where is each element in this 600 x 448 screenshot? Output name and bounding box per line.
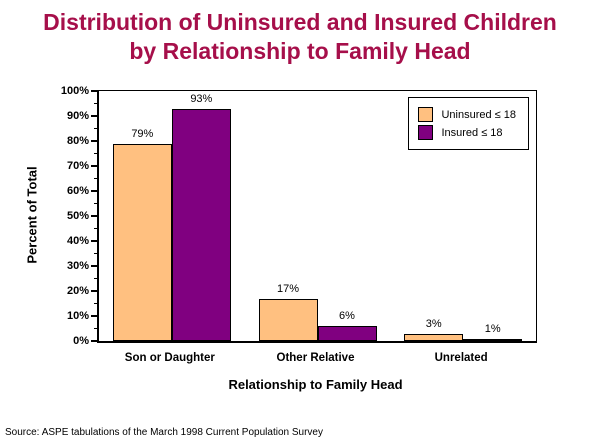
x-axis-category-labels: Son or Daughter Other Relative Unrelated xyxy=(97,352,534,368)
bar-value-label: 93% xyxy=(190,92,213,105)
legend-swatch-insured xyxy=(418,125,434,140)
y-minor-tick xyxy=(94,303,99,304)
bar-uninsured xyxy=(404,333,464,341)
y-major-tick xyxy=(91,165,99,167)
page-title: Distribution of Uninsured and Insured Ch… xyxy=(43,9,557,65)
y-major-tick xyxy=(91,90,99,92)
x-category-label: Son or Daughter xyxy=(124,352,215,364)
plot-area: 0% 10% 20% 30% 40% 50% 60% 70% 80% 90% 100% 79% 93%… xyxy=(61,85,537,347)
y-minor-tick xyxy=(94,253,99,254)
bar-uninsured xyxy=(258,298,318,341)
x-axis-title: Relationship to Family Head xyxy=(228,377,403,392)
y-major-tick xyxy=(91,115,99,117)
bar-insured xyxy=(463,338,523,341)
bar-value-label: 6% xyxy=(339,310,355,322)
y-tick-label: 20% xyxy=(66,284,89,297)
legend: Uninsured ≤ 18 Insured ≤ 18 xyxy=(408,97,529,150)
y-minor-tick xyxy=(94,228,99,229)
legend-label: Insured ≤ 18 xyxy=(441,126,503,139)
bar-uninsured xyxy=(112,143,172,341)
bar-insured xyxy=(171,108,231,341)
bar-value-label: 79% xyxy=(131,127,154,140)
y-major-tick xyxy=(91,290,99,292)
y-tick-label: 100% xyxy=(60,84,89,97)
legend-label: Uninsured ≤ 18 xyxy=(441,108,516,121)
y-major-tick xyxy=(91,265,99,267)
y-minor-tick xyxy=(94,178,99,179)
y-major-tick xyxy=(91,190,99,192)
y-major-tick xyxy=(91,240,99,242)
y-tick-label: 0% xyxy=(73,334,89,347)
y-tick-label: 70% xyxy=(66,159,89,172)
y-minor-tick xyxy=(94,278,99,279)
bar-value-label: 3% xyxy=(425,317,442,330)
y-major-tick xyxy=(91,140,99,142)
y-tick-label: 60% xyxy=(66,184,89,197)
source-note: Source: ASPE tabulations of the March 19… xyxy=(5,427,323,438)
y-tick-label: 90% xyxy=(66,109,89,122)
y-minor-tick xyxy=(94,328,99,329)
y-major-tick xyxy=(91,215,99,217)
bar-value-label: 17% xyxy=(276,282,300,295)
y-major-tick xyxy=(91,340,99,342)
legend-item: Insured ≤ 18 xyxy=(418,125,516,140)
y-major-tick xyxy=(91,315,99,317)
x-category-label: Other Relative xyxy=(276,352,355,364)
y-minor-tick xyxy=(94,153,99,154)
y-axis-title: Percent of Total xyxy=(24,166,40,264)
x-category-label: Unrelated xyxy=(434,352,488,364)
bar-value-label: 1% xyxy=(484,322,501,335)
y-tick-label: 50% xyxy=(66,209,89,222)
y-minor-tick xyxy=(94,203,99,204)
y-tick-label: 80% xyxy=(66,134,89,147)
y-tick-label: 10% xyxy=(66,309,89,322)
y-tick-label: 40% xyxy=(66,234,89,247)
y-minor-tick xyxy=(94,128,99,129)
y-tick-label: 30% xyxy=(66,259,89,272)
y-minor-tick xyxy=(94,103,99,104)
legend-item: Uninsured ≤ 18 xyxy=(418,107,516,122)
legend-swatch-uninsured xyxy=(418,107,434,122)
bar-insured xyxy=(317,326,377,341)
